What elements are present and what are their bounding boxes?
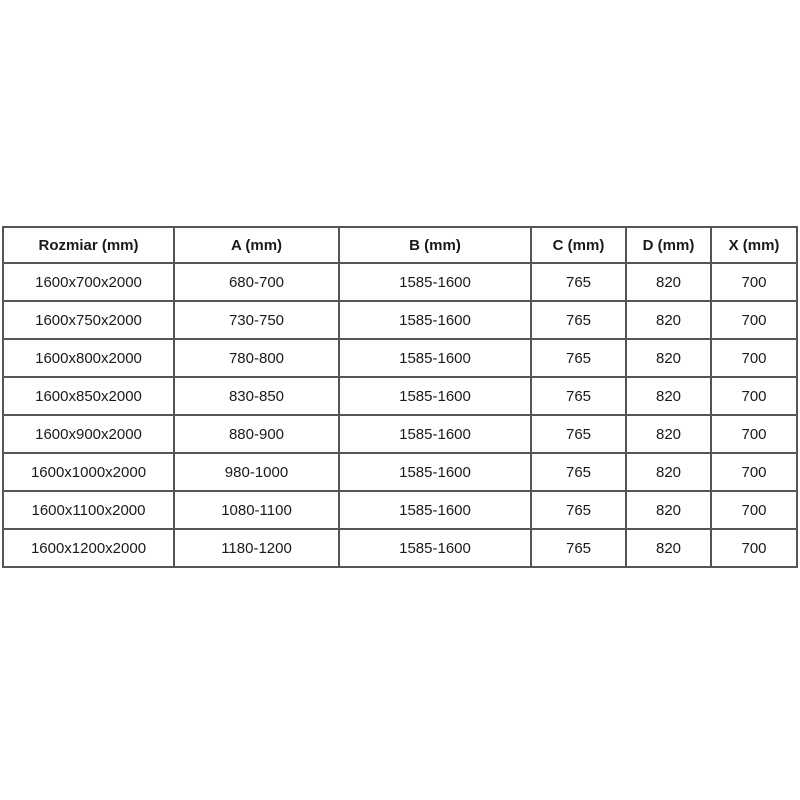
table-cell: 820 bbox=[625, 376, 712, 416]
header-cell: A (mm) bbox=[173, 226, 340, 264]
table-cell: 700 bbox=[710, 376, 798, 416]
header-cell: B (mm) bbox=[338, 226, 532, 264]
table-cell: 1600x750x2000 bbox=[2, 300, 175, 340]
table-cell: 765 bbox=[530, 338, 627, 378]
table-header: Rozmiar (mm) A (mm) B (mm) C (mm) D (mm) X (m… bbox=[2, 226, 798, 264]
table-cell: 1585-1600 bbox=[338, 452, 532, 492]
table-cell: 820 bbox=[625, 338, 712, 378]
table-cell: 1600x900x2000 bbox=[2, 414, 175, 454]
table-cell: 765 bbox=[530, 262, 627, 302]
table-cell: 1585-1600 bbox=[338, 262, 532, 302]
table-cell: 765 bbox=[530, 452, 627, 492]
table-cell: 980-1000 bbox=[173, 452, 340, 492]
table-cell: 1585-1600 bbox=[338, 490, 532, 530]
table-cell: 1180-1200 bbox=[173, 528, 340, 568]
table-row: 1600x900x2000 880-900 1585-1600 765 820 700 bbox=[2, 414, 798, 454]
table-cell: 680-700 bbox=[173, 262, 340, 302]
table-cell: 820 bbox=[625, 528, 712, 568]
table-cell: 700 bbox=[710, 452, 798, 492]
table-row: 1600x800x2000 780-800 1585-1600 765 820 700 bbox=[2, 338, 798, 378]
size-spec-table: Rozmiar (mm) A (mm) B (mm) C (mm) D (mm) X (m… bbox=[2, 226, 798, 568]
table-cell: 1080-1100 bbox=[173, 490, 340, 530]
table-cell: 700 bbox=[710, 490, 798, 530]
table-cell: 1600x800x2000 bbox=[2, 338, 175, 378]
table-cell: 700 bbox=[710, 338, 798, 378]
table-cell: 1585-1600 bbox=[338, 528, 532, 568]
table-row: 1600x700x2000 680-700 1585-1600 765 820 700 bbox=[2, 262, 798, 302]
table-cell: 1585-1600 bbox=[338, 414, 532, 454]
table-header-row: Rozmiar (mm) A (mm) B (mm) C (mm) D (mm) X (m… bbox=[2, 226, 798, 264]
table-cell: 1600x1100x2000 bbox=[2, 490, 175, 530]
table-cell: 1600x1000x2000 bbox=[2, 452, 175, 492]
table-cell: 780-800 bbox=[173, 338, 340, 378]
table-cell: 765 bbox=[530, 414, 627, 454]
table-cell: 820 bbox=[625, 262, 712, 302]
table-row: 1600x1200x2000 1180-1200 1585-1600 765 820 70… bbox=[2, 528, 798, 568]
table-cell: 700 bbox=[710, 262, 798, 302]
table-cell: 765 bbox=[530, 528, 627, 568]
header-cell: Rozmiar (mm) bbox=[2, 226, 175, 264]
table-cell: 700 bbox=[710, 528, 798, 568]
table-cell: 1585-1600 bbox=[338, 338, 532, 378]
table-cell: 765 bbox=[530, 376, 627, 416]
header-cell: C (mm) bbox=[530, 226, 627, 264]
table-cell: 1585-1600 bbox=[338, 300, 532, 340]
table-row: 1600x1100x2000 1080-1100 1585-1600 765 820 70… bbox=[2, 490, 798, 530]
size-spec-table-container: Rozmiar (mm) A (mm) B (mm) C (mm) D (mm) X (m… bbox=[2, 226, 798, 568]
table-body: 1600x700x2000 680-700 1585-1600 765 820 700 16… bbox=[2, 262, 798, 568]
table-row: 1600x1000x2000 980-1000 1585-1600 765 820 700 bbox=[2, 452, 798, 492]
table-cell: 820 bbox=[625, 300, 712, 340]
table-cell: 700 bbox=[710, 414, 798, 454]
table-cell: 700 bbox=[710, 300, 798, 340]
header-cell: X (mm) bbox=[710, 226, 798, 264]
table-cell: 765 bbox=[530, 490, 627, 530]
table-cell: 820 bbox=[625, 452, 712, 492]
table-cell: 765 bbox=[530, 300, 627, 340]
table-cell: 730-750 bbox=[173, 300, 340, 340]
table-cell: 880-900 bbox=[173, 414, 340, 454]
table-cell: 830-850 bbox=[173, 376, 340, 416]
header-cell: D (mm) bbox=[625, 226, 712, 264]
table-cell: 1600x1200x2000 bbox=[2, 528, 175, 568]
table-cell: 1585-1600 bbox=[338, 376, 532, 416]
table-cell: 820 bbox=[625, 490, 712, 530]
table-cell: 1600x850x2000 bbox=[2, 376, 175, 416]
table-row: 1600x750x2000 730-750 1585-1600 765 820 700 bbox=[2, 300, 798, 340]
table-cell: 820 bbox=[625, 414, 712, 454]
table-cell: 1600x700x2000 bbox=[2, 262, 175, 302]
table-row: 1600x850x2000 830-850 1585-1600 765 820 700 bbox=[2, 376, 798, 416]
